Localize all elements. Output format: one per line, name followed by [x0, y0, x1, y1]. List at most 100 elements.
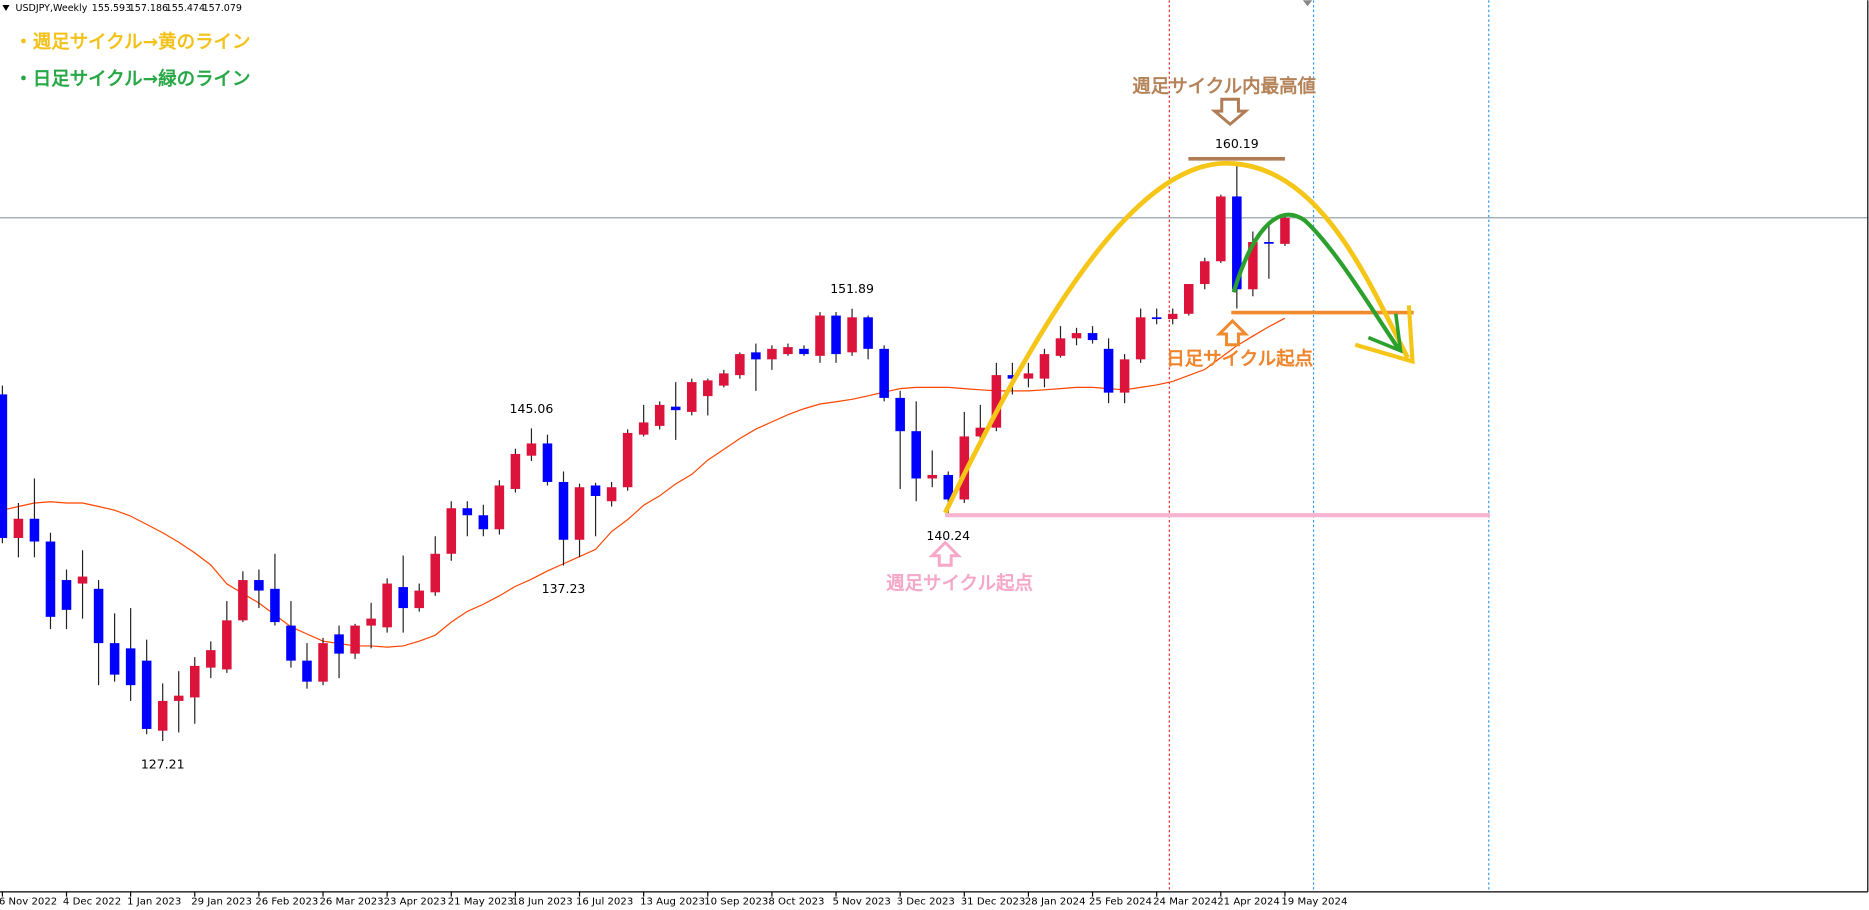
candle-body	[703, 380, 713, 397]
candle-body	[622, 432, 633, 488]
arrow-up	[1215, 318, 1250, 347]
candle-body	[1103, 348, 1114, 393]
candle-body	[270, 588, 280, 623]
x-tick-label: 13 Aug 2023	[640, 896, 705, 907]
candle-body	[1264, 241, 1274, 244]
candle-body	[1071, 333, 1082, 339]
candle-body	[61, 580, 72, 610]
candle-body	[13, 518, 24, 539]
candle-body	[590, 485, 601, 496]
candle-body	[1167, 313, 1178, 320]
x-tick-label: 18 Jun 2023	[512, 896, 573, 907]
x-tick-label: 21 Apr 2024	[1217, 896, 1280, 907]
candle-body	[542, 443, 553, 482]
candle-body	[1039, 354, 1050, 379]
candle-body	[1232, 196, 1242, 290]
candle-body	[895, 397, 905, 432]
candle-body	[735, 354, 745, 376]
candle-body	[29, 518, 40, 542]
header-open: 155.593	[92, 3, 131, 14]
candle-body	[1248, 241, 1258, 290]
low-label: 127.21	[141, 756, 185, 771]
x-tick-label: 31 Dec 2023	[961, 896, 1026, 907]
x-tick-label: 25 Feb 2024	[1089, 896, 1152, 907]
candle-body	[863, 317, 873, 349]
header-low: 155.474	[166, 3, 205, 14]
candle-body	[1280, 217, 1290, 244]
shift-marker	[1302, 0, 1313, 7]
candle-body	[670, 406, 681, 411]
candle-body	[398, 587, 408, 609]
candle-body	[1023, 373, 1034, 379]
candle-body	[334, 634, 344, 654]
x-tick-label: 26 Feb 2023	[255, 896, 318, 907]
candle-body	[879, 348, 889, 398]
header-close: 157.079	[203, 3, 242, 14]
candle-body	[1216, 196, 1226, 262]
candle-body	[350, 625, 360, 654]
x-tick-label: 26 Mar 2023	[319, 896, 383, 907]
candle-body	[847, 317, 857, 353]
x-tick-label: 4 Dec 2022	[63, 896, 121, 907]
candle-body	[815, 315, 825, 356]
candle-body	[0, 394, 8, 539]
candle-body	[927, 474, 938, 479]
candle-body	[1087, 333, 1098, 341]
candle-body	[719, 373, 729, 386]
candle-body	[783, 347, 793, 355]
high-label: 160.19	[1215, 136, 1259, 151]
arrow-down	[1210, 97, 1250, 127]
candle-body	[799, 348, 809, 355]
weekly-cycle-curve	[943, 160, 1410, 514]
x-tick-label: 1 Jan 2023	[127, 896, 181, 907]
candle-body	[558, 481, 569, 540]
candle-body	[45, 541, 56, 617]
x-tick-label: 24 Mar 2024	[1153, 896, 1217, 907]
daily-cycle-arrowhead	[1367, 313, 1403, 354]
high-label: 151.89	[830, 281, 874, 296]
x-tick-label: 19 May 2024	[1281, 896, 1347, 907]
candle-body	[510, 453, 521, 489]
candle-body	[943, 474, 954, 500]
weekly-cycle-arrowhead	[1354, 305, 1415, 365]
candle-body	[462, 508, 473, 516]
candle-body	[157, 700, 168, 731]
annotation: 週足サイクル起点	[886, 572, 1033, 594]
candle-body	[302, 660, 312, 682]
x-tick-label: 10 Sep 2023	[704, 896, 768, 907]
legend-note: ・週足サイクル→黄のライン	[14, 31, 250, 53]
high-label: 145.06	[510, 401, 554, 416]
arrow-up	[928, 540, 962, 567]
candle-body	[93, 588, 104, 644]
candle-body	[382, 583, 392, 628]
candle-body	[1151, 317, 1162, 320]
moving-average	[2, 317, 1286, 648]
x-tick-label: 23 Apr 2023	[384, 896, 447, 907]
low-label: 137.23	[542, 581, 586, 596]
x-tick-label: 21 May 2023	[448, 896, 514, 907]
candle-body	[831, 315, 841, 355]
candle-body	[286, 625, 296, 661]
legend-note: ・日足サイクル→緑のライン	[14, 68, 250, 90]
candle-body	[526, 443, 537, 456]
low-label: 140.24	[926, 528, 970, 543]
annotation: 週足サイクル内最高値	[1132, 75, 1316, 97]
candle-body	[767, 348, 777, 360]
chart-title: USDJPY,Weekly	[15, 3, 87, 14]
candle-body	[478, 515, 489, 530]
plot-area	[0, 163, 1868, 742]
candle-body	[494, 485, 505, 530]
candle-body	[975, 427, 986, 437]
candle-body	[606, 487, 617, 502]
x-tick-label: 8 Oct 2023	[768, 896, 824, 907]
candle-body	[1183, 284, 1194, 314]
x-tick-label: 16 Jul 2023	[576, 896, 633, 907]
candle-body	[141, 660, 152, 729]
candle-body	[686, 382, 697, 412]
candle-body	[109, 643, 120, 675]
x-tick-label: 5 Nov 2023	[832, 896, 890, 907]
candle-body	[125, 648, 136, 686]
candle-body	[1007, 375, 1018, 379]
